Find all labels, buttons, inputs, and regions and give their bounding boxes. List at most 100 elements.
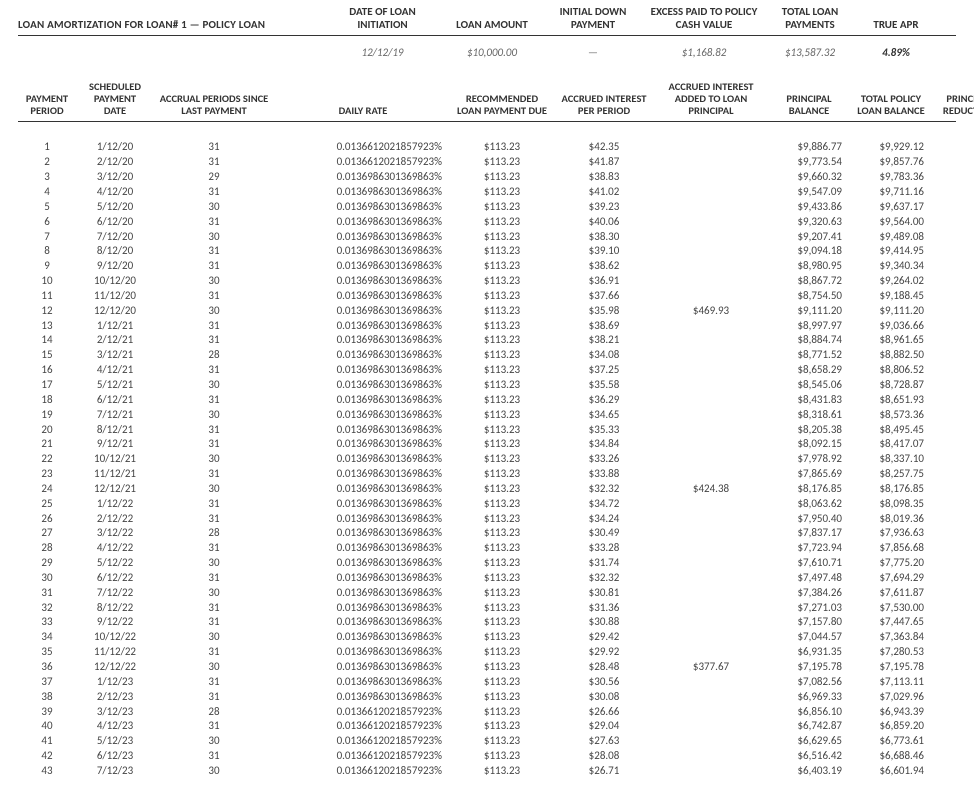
cell-accrual-periods: 31 xyxy=(154,244,274,259)
cell-accrued-interest-per-period: $38.62 xyxy=(556,259,652,274)
cell-accrued-interest-added: $424.38 xyxy=(656,482,766,497)
cell-principal-reduction xyxy=(934,645,974,660)
cell-scheduled-payment-date: 7/12/22 xyxy=(80,586,150,601)
cell-accrual-periods: 28 xyxy=(154,526,274,541)
cell-accrual-periods: 30 xyxy=(154,230,274,245)
cell-accrual-periods: 30 xyxy=(154,660,274,675)
cell-principal-reduction xyxy=(934,615,974,630)
cell-principal-reduction xyxy=(934,690,974,705)
cell-principal-balance: $8,980.95 xyxy=(770,259,848,274)
cell-daily-rate: 0.0136986301369863% xyxy=(278,497,448,512)
cell-accrued-interest-added xyxy=(656,200,766,215)
cell-accrued-interest-per-period: $29.42 xyxy=(556,630,652,645)
val-loan-amount: $10,000.00 xyxy=(447,46,537,59)
table-row: 339/12/22310.0136986301369863%$113.23$30… xyxy=(18,615,956,630)
cell-daily-rate: 0.0136612021857923% xyxy=(278,719,448,734)
col-recommended-loan-payment-due: RECOMMENDED LOAN PAYMENT DUE xyxy=(452,93,552,117)
cell-total-policy-loan-balance: $8,098.35 xyxy=(852,497,930,512)
cell-scheduled-payment-date: 3/12/21 xyxy=(80,348,150,363)
cell-principal-balance: $8,754.50 xyxy=(770,289,848,304)
cell-daily-rate: 0.0136612021857923% xyxy=(278,764,448,779)
cell-recommended-loan-payment-due: $113.23 xyxy=(452,348,552,363)
cell-daily-rate: 0.0136986301369863% xyxy=(278,230,448,245)
cell-accrual-periods: 30 xyxy=(154,586,274,601)
cell-principal-balance: $8,318.61 xyxy=(770,408,848,423)
cell-total-policy-loan-balance: $7,363.84 xyxy=(852,630,930,645)
cell-accrued-interest-per-period: $33.88 xyxy=(556,467,652,482)
cell-payment-period: 14 xyxy=(18,333,76,348)
cell-accrued-interest-added xyxy=(656,155,766,170)
cell-payment-period: 41 xyxy=(18,734,76,749)
cell-principal-reduction xyxy=(934,230,974,245)
cell-principal-balance: $8,884.74 xyxy=(770,333,848,348)
cell-daily-rate: 0.0136986301369863% xyxy=(278,348,448,363)
cell-principal-reduction xyxy=(934,467,974,482)
cell-accrued-interest-added xyxy=(656,437,766,452)
cell-scheduled-payment-date: 2/12/22 xyxy=(80,512,150,527)
cell-scheduled-payment-date: 1/12/20 xyxy=(80,140,150,155)
cell-total-policy-loan-balance: $7,447.65 xyxy=(852,615,930,630)
cell-principal-balance: $6,969.33 xyxy=(770,690,848,705)
cell-principal-reduction xyxy=(934,452,974,467)
table-row: 1111/12/20310.0136986301369863%$113.23$3… xyxy=(18,289,956,304)
cell-recommended-loan-payment-due: $113.23 xyxy=(452,497,552,512)
cell-recommended-loan-payment-due: $113.23 xyxy=(452,645,552,660)
cell-scheduled-payment-date: 6/12/22 xyxy=(80,571,150,586)
cell-scheduled-payment-date: 2/12/20 xyxy=(80,155,150,170)
cell-accrued-interest-added xyxy=(656,541,766,556)
cell-accrual-periods: 30 xyxy=(154,734,274,749)
cell-principal-balance: $8,431.83 xyxy=(770,393,848,408)
cell-payment-period: 18 xyxy=(18,393,76,408)
table-row: 66/12/20310.0136986301369863%$113.23$40.… xyxy=(18,215,956,230)
cell-principal-balance: $8,545.06 xyxy=(770,378,848,393)
cell-accrual-periods: 31 xyxy=(154,215,274,230)
cell-principal-balance: $8,092.15 xyxy=(770,437,848,452)
cell-accrued-interest-added xyxy=(656,571,766,586)
cell-payment-period: 30 xyxy=(18,571,76,586)
cell-accrued-interest-per-period: $29.04 xyxy=(556,719,652,734)
cell-principal-reduction xyxy=(934,705,974,720)
cell-recommended-loan-payment-due: $113.23 xyxy=(452,556,552,571)
cell-daily-rate: 0.0136986301369863% xyxy=(278,645,448,660)
table-row: 208/12/21310.0136986301369863%$113.23$35… xyxy=(18,423,956,438)
cell-principal-reduction xyxy=(934,215,974,230)
cell-accrued-interest-per-period: $41.87 xyxy=(556,155,652,170)
cell-recommended-loan-payment-due: $113.23 xyxy=(452,615,552,630)
cell-principal-balance: $9,433.86 xyxy=(770,200,848,215)
cell-daily-rate: 0.0136986301369863% xyxy=(278,467,448,482)
cell-principal-balance: $7,082.56 xyxy=(770,675,848,690)
cell-total-policy-loan-balance: $9,929.12 xyxy=(852,140,930,155)
cell-total-policy-loan-balance: $7,611.87 xyxy=(852,586,930,601)
cell-accrued-interest-added xyxy=(656,526,766,541)
cell-accrued-interest-per-period: $34.72 xyxy=(556,497,652,512)
cell-daily-rate: 0.0136612021857923% xyxy=(278,749,448,764)
cell-payment-period: 37 xyxy=(18,675,76,690)
cell-total-policy-loan-balance: $9,340.34 xyxy=(852,259,930,274)
cell-accrued-interest-added xyxy=(656,705,766,720)
cell-principal-balance: $9,320.63 xyxy=(770,215,848,230)
cell-total-policy-loan-balance: $8,337.10 xyxy=(852,452,930,467)
cell-principal-balance: $8,997.97 xyxy=(770,319,848,334)
cell-total-policy-loan-balance: $8,417.07 xyxy=(852,437,930,452)
cell-payment-period: 43 xyxy=(18,764,76,779)
table-row: 219/12/21310.0136986301369863%$113.23$34… xyxy=(18,437,956,452)
table-row: 426/12/23310.0136612021857923%$113.23$28… xyxy=(18,749,956,764)
cell-scheduled-payment-date: 5/12/20 xyxy=(80,200,150,215)
cell-accrued-interest-added xyxy=(656,363,766,378)
cell-daily-rate: 0.0136986301369863% xyxy=(278,304,448,319)
cell-scheduled-payment-date: 3/12/22 xyxy=(80,526,150,541)
cell-scheduled-payment-date: 12/12/20 xyxy=(80,304,150,319)
table-row: 197/12/21300.0136986301369863%$113.23$34… xyxy=(18,408,956,423)
cell-scheduled-payment-date: 8/12/20 xyxy=(80,244,150,259)
cell-total-policy-loan-balance: $9,857.76 xyxy=(852,155,930,170)
cell-payment-period: 19 xyxy=(18,408,76,423)
cell-total-policy-loan-balance: $8,257.75 xyxy=(852,467,930,482)
cell-daily-rate: 0.0136986301369863% xyxy=(278,274,448,289)
cell-total-policy-loan-balance: $7,775.20 xyxy=(852,556,930,571)
cell-total-policy-loan-balance: $9,489.08 xyxy=(852,230,930,245)
cell-accrued-interest-added xyxy=(656,630,766,645)
cell-principal-reduction xyxy=(934,304,974,319)
cell-payment-period: 42 xyxy=(18,749,76,764)
cell-accrued-interest-per-period: $30.08 xyxy=(556,690,652,705)
cell-accrual-periods: 31 xyxy=(154,423,274,438)
